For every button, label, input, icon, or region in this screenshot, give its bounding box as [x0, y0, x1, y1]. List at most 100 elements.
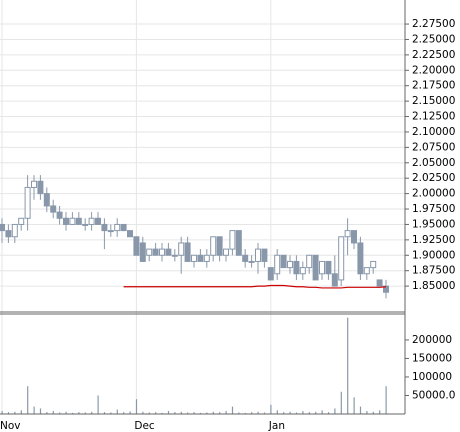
- candle-body: [312, 254, 319, 281]
- candle-body: [370, 260, 377, 269]
- candle-body: [280, 254, 287, 269]
- candle-body: [95, 217, 101, 225]
- volume-bar: [161, 412, 163, 414]
- volume-bar: [84, 412, 86, 414]
- volume-bar: [7, 412, 10, 414]
- volume-bar: [263, 412, 266, 414]
- x-tick-label: Jan: [268, 420, 285, 432]
- volume-bar: [199, 412, 202, 414]
- candle-body: [139, 242, 146, 262]
- y-tick-label: 50000.0: [412, 389, 455, 401]
- volume-bar: [347, 317, 349, 414]
- y-tick-label: 2.15000: [412, 95, 455, 107]
- candle-body: [159, 248, 165, 256]
- volume-bar: [289, 411, 291, 414]
- candle-body: [165, 248, 172, 256]
- volume-bar: [238, 412, 240, 414]
- volume-bar: [123, 412, 125, 414]
- volume-bar: [321, 410, 323, 414]
- y-tick-label: 2.10000: [412, 126, 455, 138]
- volume-bar: [180, 411, 182, 414]
- volume-bar: [110, 412, 112, 414]
- y-tick-label: 2.12500: [412, 111, 455, 123]
- volume-bar: [219, 412, 221, 414]
- volume-bar: [340, 391, 342, 414]
- candle-body: [75, 217, 82, 225]
- candle-body: [306, 254, 313, 269]
- volume-bar: [116, 409, 118, 414]
- candle-body: [210, 236, 217, 256]
- volume-bar: [27, 386, 29, 414]
- volume-bar: [359, 406, 362, 414]
- y-tick-label: 2.05000: [412, 157, 455, 169]
- y-tick-label: 1.87500: [412, 265, 455, 277]
- volume-bar: [59, 412, 61, 414]
- volume-bar: [302, 411, 304, 414]
- y-tick-label: 2.22500: [412, 49, 455, 61]
- candle-body: [120, 223, 127, 232]
- y-tick-label: 1.90000: [412, 249, 455, 261]
- y-tick-label: 150000: [412, 352, 452, 364]
- volume-bar: [71, 412, 74, 414]
- y-tick-label: 200000: [412, 334, 452, 346]
- moving-average-line: [123, 284, 387, 289]
- volume-bar: [78, 412, 80, 414]
- volume-bar: [135, 399, 138, 414]
- volume-bar: [315, 411, 317, 414]
- volume-bar: [33, 406, 35, 414]
- volume-bar: [91, 411, 93, 414]
- volume-bar: [20, 410, 22, 414]
- candle-body: [171, 254, 178, 257]
- candle-body: [319, 260, 325, 275]
- volume-bar: [231, 406, 234, 414]
- candle-body: [363, 267, 370, 275]
- candle-body: [152, 248, 159, 256]
- volume-bar: [142, 411, 144, 414]
- volume-bar: [14, 411, 16, 414]
- candle-body: [235, 230, 242, 256]
- volume-bar: [187, 412, 189, 414]
- candle-body: [255, 248, 261, 262]
- y-tick-label: 2.02500: [412, 172, 455, 184]
- candle-body: [5, 230, 12, 238]
- candle-body: [274, 254, 281, 275]
- volume-bar: [295, 412, 298, 414]
- candle-body: [331, 273, 338, 287]
- candle-body: [114, 223, 121, 232]
- candle-body: [50, 205, 57, 213]
- y-tick-label: 2.00000: [412, 188, 455, 200]
- candle-body: [383, 285, 389, 293]
- y-tick-label: 2.27500: [412, 18, 455, 30]
- volume-bar: [270, 404, 272, 414]
- candle-body: [197, 254, 204, 262]
- candle-body: [69, 217, 76, 225]
- volume-bar: [167, 411, 170, 414]
- volume-bar: [308, 412, 310, 414]
- volume-bar: [334, 408, 336, 414]
- candle-body: [191, 254, 197, 262]
- volume-bar: [39, 408, 42, 414]
- y-tick-label: 2.17500: [412, 80, 455, 92]
- volume-bar: [148, 412, 150, 414]
- volume-bar: [1, 411, 3, 414]
- candle-body: [351, 230, 357, 244]
- volume-bar: [155, 412, 157, 414]
- y-tick-label: 2.07500: [412, 141, 455, 153]
- volume-bar: [366, 411, 368, 414]
- volume-bar: [225, 411, 227, 414]
- candle-body: [43, 193, 50, 207]
- volume-bar: [276, 410, 278, 414]
- candle-body: [261, 248, 268, 262]
- y-tick-label: 2.25000: [412, 33, 455, 45]
- candle-body: [63, 217, 69, 225]
- x-tick-label: Nov: [0, 420, 21, 432]
- candle-body: [101, 223, 108, 232]
- candle-body: [107, 230, 114, 233]
- candle-body: [24, 186, 31, 219]
- y-tick-label: 1.97500: [412, 203, 455, 215]
- volume-bar: [372, 411, 374, 414]
- volume-bar: [129, 411, 131, 414]
- volume-bar: [174, 412, 176, 414]
- candle-body: [37, 180, 44, 195]
